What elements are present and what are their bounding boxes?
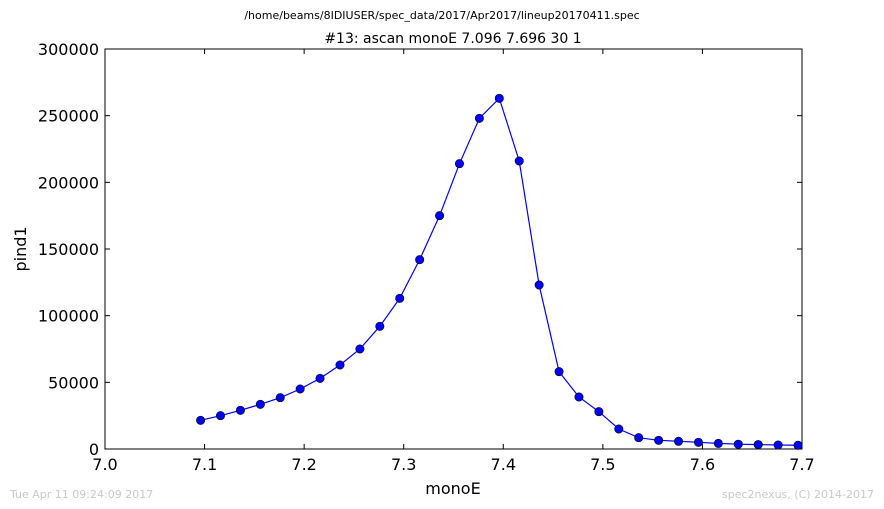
data-point xyxy=(634,433,644,443)
x-tick-label: 7.5 xyxy=(590,455,615,474)
series-points xyxy=(196,93,803,450)
data-point xyxy=(315,373,325,383)
chart-suptitle: /home/beams/8IDIUSER/spec_data/2017/Apr2… xyxy=(244,9,639,22)
x-tick-label: 7.0 xyxy=(92,455,117,474)
plot-area xyxy=(104,48,803,450)
data-point xyxy=(375,321,385,331)
data-point xyxy=(514,156,524,166)
data-point xyxy=(196,415,206,425)
x-tick-label: 7.7 xyxy=(789,455,814,474)
data-point xyxy=(415,255,425,265)
data-point xyxy=(693,437,703,447)
y-tick-label: 50000 xyxy=(48,373,99,392)
data-point xyxy=(295,384,305,394)
data-point xyxy=(773,440,783,450)
data-point xyxy=(614,424,624,434)
data-point xyxy=(454,159,464,169)
data-point xyxy=(654,435,664,445)
data-point xyxy=(733,439,743,449)
data-point xyxy=(554,367,564,377)
chart-title: #13: ascan monoE 7.096 7.696 30 1 xyxy=(324,31,581,47)
x-axis-ticks: 7.0 7.1 7.2 7.3 7.4 7.5 7.6 7.7 xyxy=(92,49,815,474)
x-tick-label: 7.4 xyxy=(491,455,516,474)
data-point xyxy=(335,360,345,370)
footer-timestamp: Tue Apr 11 09:24:09 2017 xyxy=(9,488,153,501)
data-point xyxy=(494,93,504,103)
data-point xyxy=(355,344,365,354)
y-tick-label: 250000 xyxy=(38,107,99,126)
y-axis-label: pind1 xyxy=(11,226,30,271)
data-point xyxy=(674,436,684,446)
x-tick-label: 7.2 xyxy=(291,455,316,474)
data-point xyxy=(793,440,803,450)
data-point xyxy=(216,411,226,421)
y-axis-ticks: 0 50000 100000 150000 200000 250000 300000 xyxy=(38,40,802,459)
y-tick-label: 200000 xyxy=(38,173,99,192)
y-tick-label: 300000 xyxy=(38,40,99,59)
data-point xyxy=(474,113,484,123)
data-point xyxy=(275,393,285,403)
data-point xyxy=(395,293,405,303)
data-point xyxy=(534,280,544,290)
x-tick-label: 7.6 xyxy=(690,455,715,474)
data-point xyxy=(235,405,245,415)
footer-credit: spec2nexus, (C) 2014-2017 xyxy=(722,488,874,501)
data-point xyxy=(753,440,763,450)
data-point xyxy=(594,407,604,417)
data-point xyxy=(713,438,723,448)
y-tick-label: 100000 xyxy=(38,307,99,326)
data-point xyxy=(435,211,445,221)
x-axis-label: monoE xyxy=(425,479,480,498)
x-tick-label: 7.1 xyxy=(192,455,217,474)
y-tick-label: 0 xyxy=(89,440,99,459)
data-point xyxy=(574,392,584,402)
y-tick-label: 150000 xyxy=(38,240,99,259)
x-tick-label: 7.3 xyxy=(391,455,416,474)
data-point xyxy=(255,399,265,409)
plot-frame xyxy=(104,48,803,450)
series-line xyxy=(200,97,799,446)
